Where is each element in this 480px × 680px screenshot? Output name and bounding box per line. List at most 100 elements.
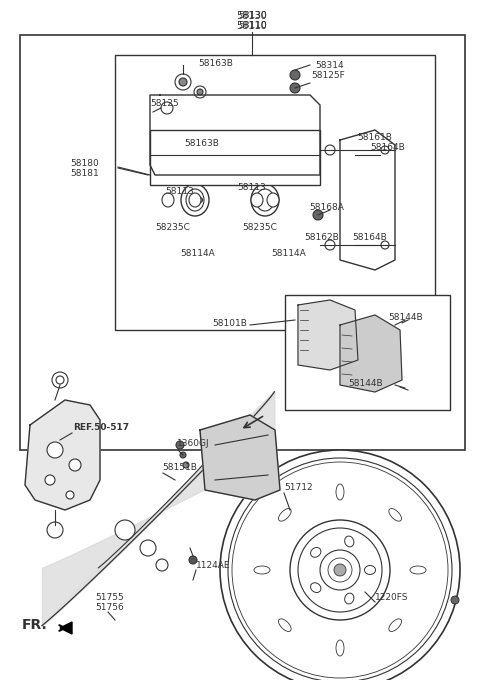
Bar [285, 295, 450, 410]
Circle shape [189, 556, 197, 564]
Circle shape [290, 520, 390, 620]
Text: 58114A: 58114A [180, 248, 215, 258]
Ellipse shape [410, 566, 426, 574]
Circle shape [290, 83, 300, 93]
Ellipse shape [345, 536, 354, 547]
Circle shape [328, 558, 352, 582]
Text: 1124AE: 1124AE [196, 560, 230, 570]
Circle shape [232, 462, 448, 678]
Ellipse shape [389, 619, 401, 632]
Ellipse shape [251, 184, 279, 216]
Text: 58130: 58130 [237, 11, 267, 21]
Ellipse shape [197, 197, 203, 203]
Text: 58125F: 58125F [311, 71, 345, 80]
Circle shape [213, 450, 237, 474]
Circle shape [320, 550, 360, 590]
Text: 58114A: 58114A [271, 248, 306, 258]
Ellipse shape [186, 189, 204, 211]
Text: 58101B: 58101B [212, 318, 247, 328]
Text: 58113: 58113 [238, 182, 266, 192]
Ellipse shape [189, 193, 201, 207]
Text: 58314: 58314 [315, 61, 344, 69]
Circle shape [197, 89, 203, 95]
Text: 51756: 51756 [95, 602, 124, 611]
Circle shape [381, 241, 389, 249]
Ellipse shape [389, 509, 401, 521]
Text: 58168A: 58168A [309, 203, 344, 211]
Circle shape [69, 459, 81, 471]
Polygon shape [42, 392, 275, 626]
Text: 51712: 51712 [284, 483, 312, 492]
Text: FR.: FR. [22, 618, 48, 632]
Bar [150, 130, 320, 185]
Text: 58163B: 58163B [184, 139, 219, 148]
Bar [20, 35, 465, 450]
Circle shape [298, 528, 382, 612]
Circle shape [180, 452, 186, 458]
Circle shape [228, 458, 452, 680]
Text: 58144B: 58144B [348, 379, 383, 388]
Circle shape [176, 441, 184, 449]
Text: 58181: 58181 [70, 169, 99, 177]
Circle shape [325, 145, 335, 155]
Text: 58110: 58110 [237, 21, 267, 31]
Polygon shape [60, 622, 72, 634]
Polygon shape [25, 400, 100, 510]
Bar [115, 55, 435, 330]
Ellipse shape [311, 547, 321, 557]
Circle shape [183, 462, 189, 468]
Ellipse shape [251, 193, 263, 207]
Ellipse shape [256, 189, 274, 211]
Text: 58164B: 58164B [370, 143, 405, 152]
Text: 51755: 51755 [95, 592, 124, 602]
Circle shape [115, 520, 135, 540]
Circle shape [194, 86, 206, 98]
Text: 58151B: 58151B [162, 464, 197, 473]
Text: 58113: 58113 [166, 188, 194, 197]
Ellipse shape [336, 640, 344, 656]
Ellipse shape [267, 193, 279, 207]
Text: 58144B: 58144B [388, 313, 422, 322]
Polygon shape [340, 315, 402, 392]
Text: 58180: 58180 [70, 158, 99, 167]
Circle shape [47, 522, 63, 538]
Circle shape [66, 491, 74, 499]
Ellipse shape [181, 184, 209, 216]
Circle shape [52, 372, 68, 388]
Circle shape [140, 540, 156, 556]
Circle shape [220, 450, 460, 680]
Ellipse shape [162, 193, 174, 207]
Ellipse shape [336, 484, 344, 500]
Text: 58163B: 58163B [198, 60, 233, 69]
Text: 58235C: 58235C [242, 224, 277, 233]
Text: 58110: 58110 [239, 20, 267, 29]
Polygon shape [200, 415, 280, 500]
Text: 58130: 58130 [239, 10, 267, 20]
Text: 58161B: 58161B [357, 133, 392, 141]
Circle shape [161, 102, 173, 114]
Text: 1360GJ: 1360GJ [177, 439, 210, 447]
Ellipse shape [345, 593, 354, 604]
Text: 1220FS: 1220FS [375, 594, 408, 602]
Circle shape [47, 442, 63, 458]
Text: 58164B: 58164B [352, 233, 387, 243]
Circle shape [325, 240, 335, 250]
Ellipse shape [311, 583, 321, 592]
Circle shape [56, 376, 64, 384]
Ellipse shape [267, 197, 273, 203]
Ellipse shape [278, 619, 291, 632]
Ellipse shape [278, 509, 291, 521]
Text: REF.50-517: REF.50-517 [73, 422, 129, 432]
Circle shape [334, 564, 346, 576]
Circle shape [290, 70, 300, 80]
Text: 58162B: 58162B [304, 233, 339, 243]
Circle shape [45, 475, 55, 485]
Ellipse shape [364, 566, 375, 575]
Circle shape [179, 78, 187, 86]
Text: 58235C: 58235C [155, 224, 190, 233]
Text: 58125: 58125 [150, 99, 179, 107]
Circle shape [313, 210, 323, 220]
Polygon shape [298, 300, 358, 370]
Circle shape [156, 559, 168, 571]
Circle shape [381, 146, 389, 154]
